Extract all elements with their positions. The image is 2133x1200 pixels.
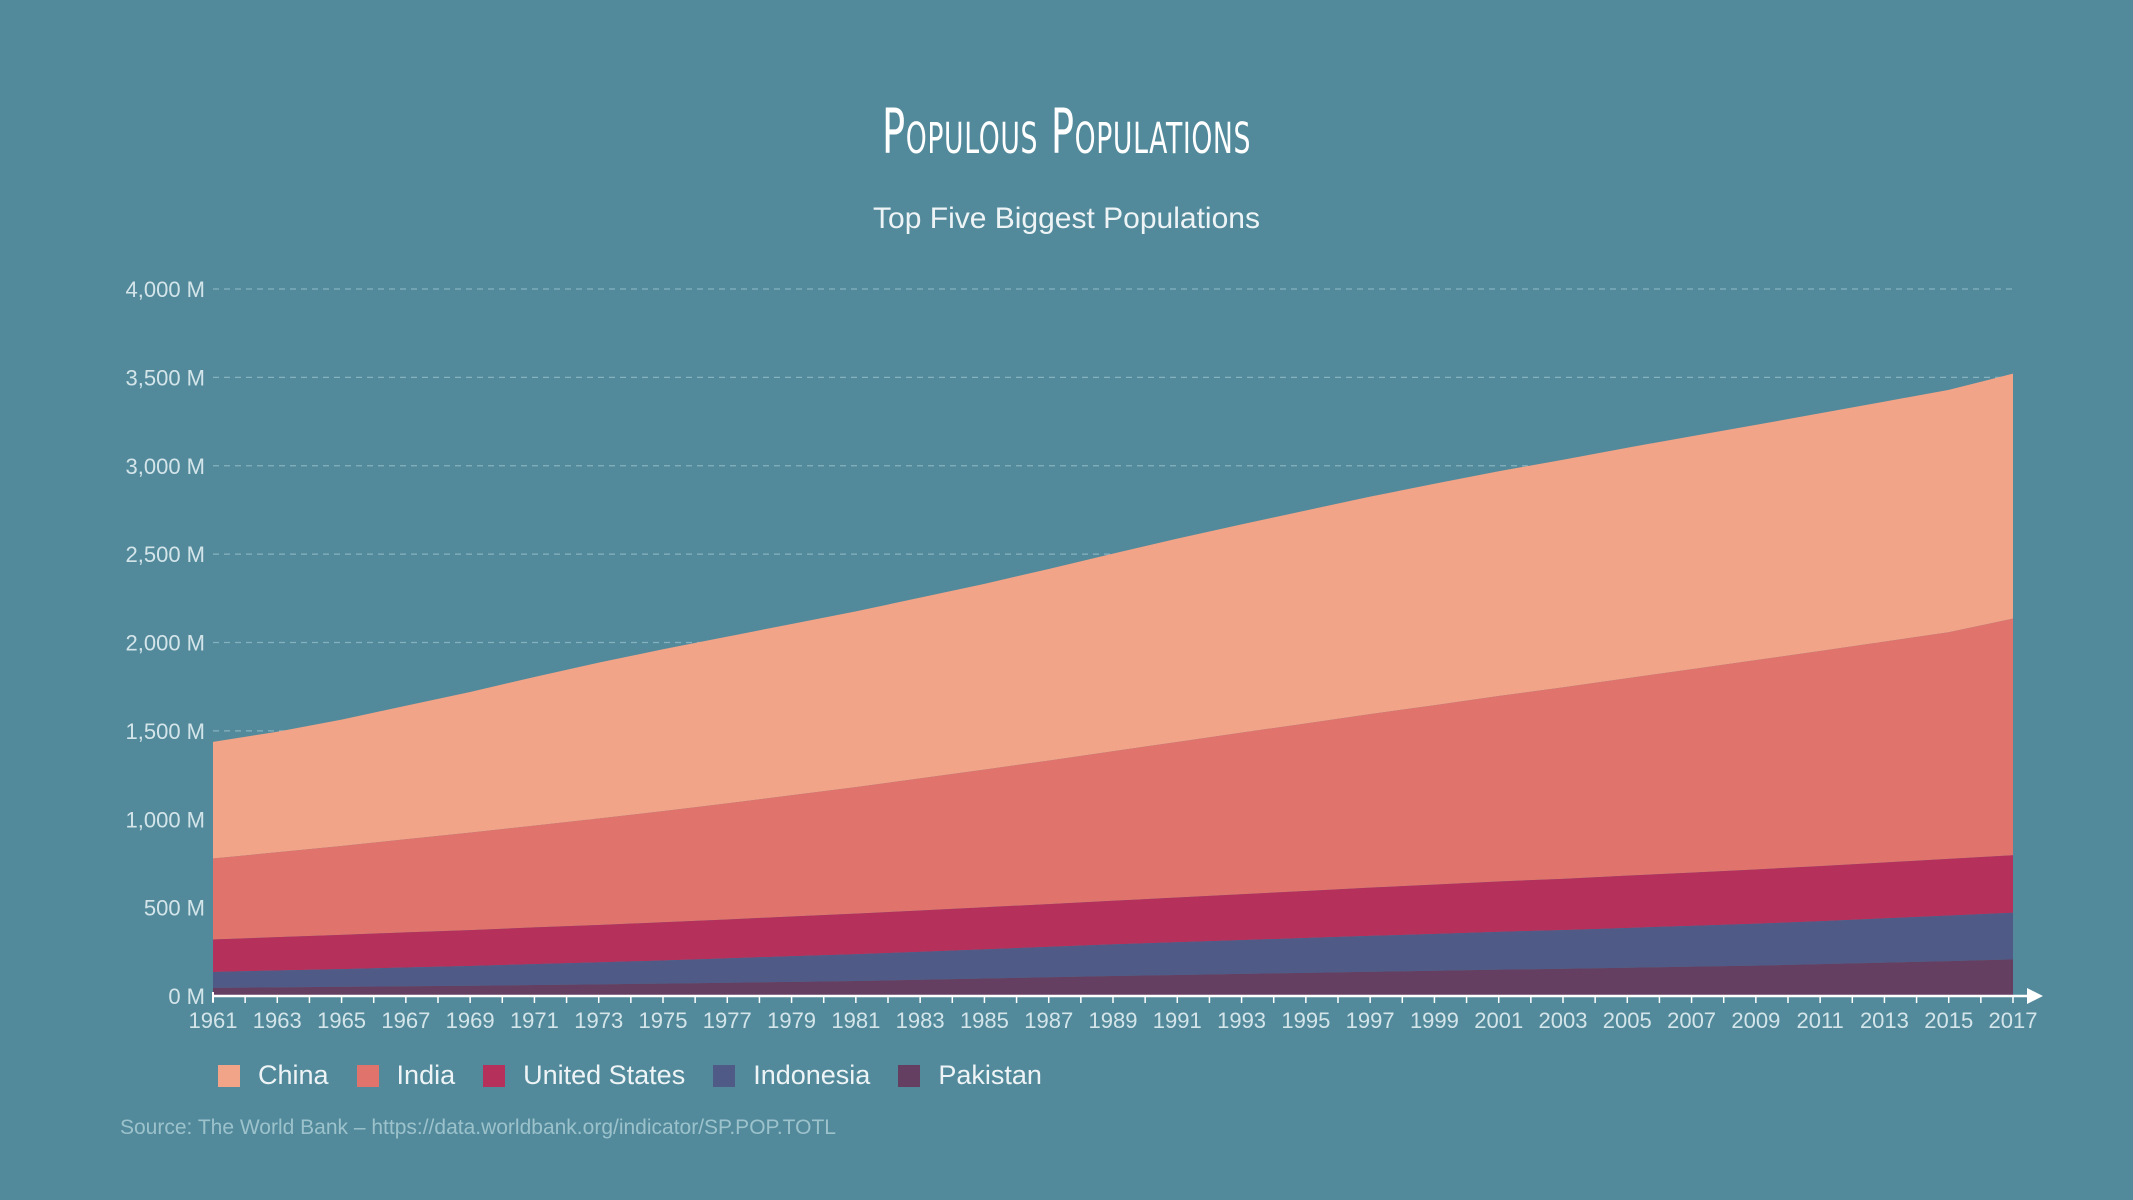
y-tick-label: 4,000 M	[126, 277, 206, 302]
y-tick-label: 1,000 M	[126, 807, 206, 832]
legend: China India United States Indonesia Paki…	[218, 1060, 1070, 1091]
x-tick-label: 2007	[1667, 1008, 1716, 1033]
area-india	[213, 618, 2013, 940]
y-tick-label: 3,500 M	[126, 365, 206, 390]
stacked-area-chart: 0 M 500 M 1,000 M 1,500 M 2,000 M 2,500 M 3,00…	[126, 277, 2043, 1033]
x-tick-label: 1985	[960, 1008, 1009, 1033]
x-tick-label: 2003	[1539, 1008, 1588, 1033]
legend-item-china[interactable]: China	[218, 1060, 329, 1091]
x-tick-label: 1975	[639, 1008, 688, 1033]
y-tick-label: 2,000 M	[126, 631, 206, 656]
y-tick-label: 0 M	[168, 984, 205, 1009]
legend-label: Pakistan	[938, 1060, 1042, 1090]
legend-item-india[interactable]: India	[356, 1060, 456, 1091]
legend-label: United States	[523, 1060, 686, 1090]
axis-arrow-icon	[2027, 988, 2043, 1004]
x-tick-label: 1989	[1089, 1008, 1138, 1033]
x-tick-label: 1995	[1281, 1008, 1330, 1033]
legend-swatch	[356, 1064, 379, 1087]
area-indonesia	[213, 912, 2013, 988]
y-tick-label: 500 M	[144, 896, 205, 921]
y-tick-label: 2,500 M	[126, 542, 206, 567]
x-tick-label: 1993	[1217, 1008, 1266, 1033]
chart-title: Populous Populations	[881, 95, 1252, 168]
x-tick-label: 2015	[1924, 1008, 1973, 1033]
legend-swatch	[713, 1064, 736, 1087]
legend-swatch	[218, 1064, 240, 1087]
area-series	[213, 373, 2013, 996]
x-tick-label: 1983	[896, 1008, 945, 1033]
x-tick-label: 1971	[510, 1008, 559, 1033]
legend-label: Indonesia	[753, 1060, 871, 1090]
legend-item-indonesia[interactable]: Indonesia	[713, 1060, 870, 1091]
x-axis	[212, 988, 2043, 1004]
area-china	[213, 373, 2013, 859]
legend-swatch	[483, 1064, 506, 1087]
x-tick-label: 1979	[767, 1008, 816, 1033]
legend-item-pakistan[interactable]: Pakistan	[898, 1060, 1042, 1091]
area-pakistan	[213, 959, 2013, 996]
x-tick-label: 2011	[1796, 1008, 1843, 1033]
y-axis-labels: 0 M 500 M 1,000 M 1,500 M 2,000 M 2,500 M 3,00…	[126, 277, 206, 1009]
x-tick-label: 1977	[703, 1008, 752, 1033]
x-tick-label: 1961	[189, 1008, 238, 1033]
x-axis-labels: 1961 1963 1965 1967 1969 1971 1973 1975 1977 1979…	[189, 1008, 2038, 1033]
y-tick-label: 1,500 M	[126, 719, 206, 744]
chart-subtitle: Top Five Biggest Populations	[873, 202, 1260, 235]
source-note: Source: The World Bank – https://data.wo…	[120, 1116, 836, 1139]
x-tick-label: 1981	[831, 1008, 880, 1033]
x-tick-label: 1997	[1346, 1008, 1395, 1033]
x-tick-label: 2005	[1603, 1008, 1652, 1033]
x-tick-label: 1967	[381, 1008, 430, 1033]
y-tick-label: 3,000 M	[126, 454, 206, 479]
area-united-states	[213, 855, 2013, 972]
x-tick-label: 1965	[317, 1008, 366, 1033]
x-tick-label: 1969	[446, 1008, 495, 1033]
x-tick-label: 1987	[1024, 1008, 1073, 1033]
x-tick-label: 2001	[1474, 1008, 1523, 1033]
x-tick-label: 1973	[574, 1008, 623, 1033]
x-tick-label: 1963	[253, 1008, 302, 1033]
x-tick-label: 1999	[1410, 1008, 1459, 1033]
x-tick-label: 2017	[1989, 1008, 2038, 1033]
x-tick-label: 2009	[1731, 1008, 1780, 1033]
x-tick-label: 1991	[1153, 1008, 1202, 1033]
legend-swatch	[898, 1064, 921, 1087]
legend-item-united-states[interactable]: United States	[483, 1060, 685, 1091]
x-tick-label: 2013	[1860, 1008, 1909, 1033]
legend-label: China	[258, 1060, 329, 1090]
legend-label: India	[396, 1060, 456, 1090]
